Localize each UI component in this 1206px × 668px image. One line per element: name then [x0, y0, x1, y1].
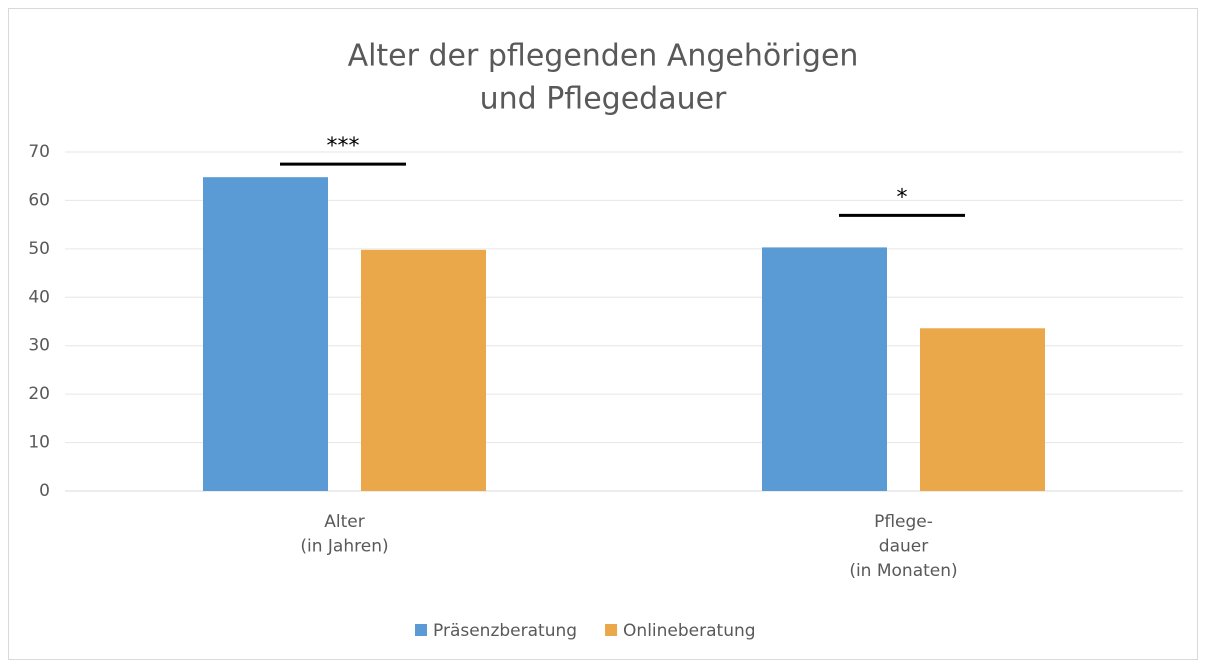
y-tick-label: 20: [28, 384, 50, 404]
chart-title: Alter der pflegenden Angehörigen: [348, 39, 859, 74]
x-tick-label: (in Jahren): [300, 537, 388, 557]
significance-label: ***: [327, 134, 360, 159]
y-tick-label: 60: [28, 190, 50, 210]
bar: [203, 177, 328, 491]
y-tick-label: 70: [28, 142, 50, 162]
y-tick-label: 50: [28, 239, 50, 259]
bar: [361, 249, 486, 491]
legend-label: Onlineberatung: [623, 621, 756, 641]
legend-swatch: [605, 624, 618, 636]
legend-swatch: [415, 624, 427, 636]
x-tick-label: Pflege-: [874, 512, 933, 532]
x-tick-label: dauer: [879, 537, 928, 557]
y-tick-label: 40: [28, 287, 50, 307]
y-tick-label: 30: [28, 336, 50, 356]
bar: [920, 328, 1045, 491]
x-tick-label: Alter: [324, 512, 364, 532]
x-tick-label: (in Monaten): [849, 561, 957, 581]
y-tick-label: 0: [39, 481, 50, 501]
y-tick-label: 10: [28, 433, 50, 453]
significance-label: *: [897, 185, 908, 210]
bar: [762, 247, 887, 491]
chart-title: und Pflegedauer: [480, 82, 727, 117]
legend-label: Präsenzberatung: [433, 621, 577, 641]
